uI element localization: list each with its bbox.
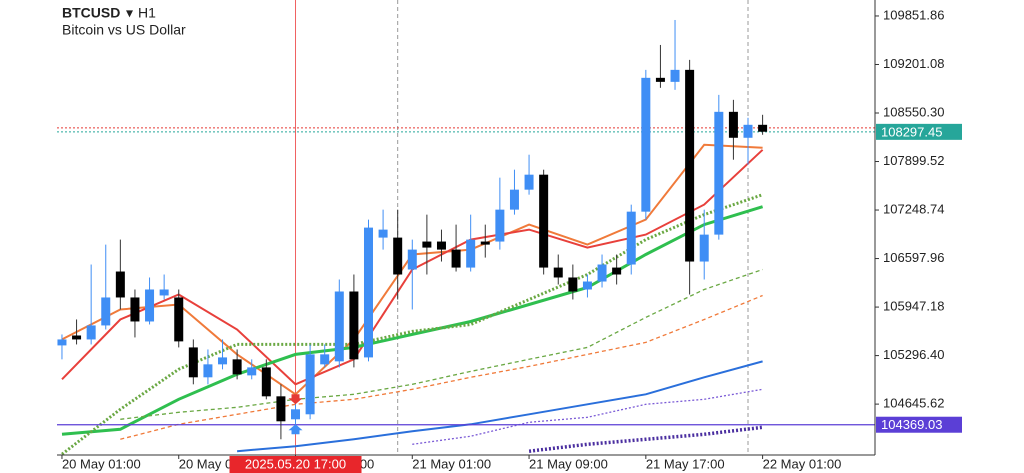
candle-body bbox=[582, 281, 592, 290]
indicator-line bbox=[412, 388, 763, 445]
y-tick-label: 105296.40 bbox=[883, 347, 944, 362]
y-tick-label: 109851.86 bbox=[883, 7, 944, 22]
candle-body bbox=[655, 77, 665, 82]
candle-body bbox=[539, 174, 549, 268]
candle-body bbox=[145, 289, 155, 322]
indicator-line bbox=[61, 193, 764, 456]
candle-body bbox=[407, 249, 417, 270]
candle-body bbox=[334, 291, 344, 362]
y-tick-label: 106597.96 bbox=[883, 250, 944, 265]
candle-body bbox=[714, 111, 724, 235]
candle-body bbox=[699, 234, 709, 262]
candle-body bbox=[276, 396, 286, 422]
candle-body bbox=[218, 357, 228, 365]
y-tick-label: 105947.18 bbox=[883, 299, 944, 314]
candle-body bbox=[422, 241, 432, 248]
description: Bitcoin vs US Dollar bbox=[62, 22, 186, 38]
buy-arrow bbox=[288, 424, 303, 435]
x-tick-label: 21 May 17:00 bbox=[646, 456, 725, 471]
candle-body bbox=[436, 241, 446, 250]
candle-body bbox=[495, 209, 505, 242]
candle-body bbox=[174, 297, 184, 342]
x-tick-label: 21 May 01:00 bbox=[412, 456, 491, 471]
indicator-line bbox=[528, 425, 763, 453]
candle-body bbox=[349, 291, 359, 360]
crosshair-label: 2025.05.20 17:00 bbox=[245, 456, 346, 471]
price-label: 108297.45 bbox=[881, 124, 942, 139]
candle-body bbox=[612, 267, 622, 275]
candle-body bbox=[72, 335, 82, 340]
price-label-box bbox=[876, 416, 962, 433]
candle-body bbox=[203, 364, 213, 378]
candle-body bbox=[466, 239, 476, 268]
y-tick-label: 107899.52 bbox=[883, 153, 944, 168]
indicator-line bbox=[120, 268, 763, 420]
price-label-box bbox=[876, 123, 962, 140]
indicator-line bbox=[237, 360, 763, 453]
candle-body bbox=[728, 111, 738, 138]
candle-body bbox=[159, 289, 169, 296]
crosshair-label-box bbox=[229, 456, 362, 473]
price-label: 104369.03 bbox=[881, 417, 942, 432]
candle-body bbox=[57, 339, 67, 346]
symbol: BTCUSD bbox=[62, 5, 120, 21]
candle-body bbox=[480, 241, 490, 245]
x-tick-label: 21 May 09:00 bbox=[529, 456, 608, 471]
x-tick-label: 22 May 01:00 bbox=[763, 456, 842, 471]
candle-body bbox=[320, 354, 330, 365]
candle-body bbox=[641, 77, 651, 212]
candle-body bbox=[101, 297, 111, 326]
dropdown-icon[interactable]: ▾ bbox=[126, 5, 133, 21]
candle-body bbox=[305, 354, 315, 415]
y-tick-label: 107248.74 bbox=[883, 201, 944, 216]
y-tick-label: 108550.30 bbox=[883, 104, 944, 119]
candle-body bbox=[553, 267, 563, 278]
candle-body bbox=[247, 367, 257, 376]
y-tick-label: 109201.08 bbox=[883, 56, 944, 71]
candle-body bbox=[509, 189, 519, 210]
candle-body bbox=[685, 69, 695, 262]
plot bbox=[57, 0, 875, 456]
candle-body bbox=[758, 124, 768, 132]
candle-body bbox=[378, 229, 388, 238]
candle-body bbox=[291, 409, 301, 420]
candle-body bbox=[524, 174, 534, 190]
sell-arrow bbox=[288, 394, 303, 405]
candle-body bbox=[568, 277, 578, 292]
candle-body bbox=[363, 227, 373, 358]
indicator-line bbox=[61, 205, 764, 436]
timeframe[interactable]: H1 bbox=[138, 5, 156, 21]
y-tick-label: 104645.62 bbox=[883, 396, 944, 411]
candle-body bbox=[597, 264, 607, 282]
candle-body bbox=[86, 325, 96, 340]
candle-body bbox=[743, 124, 753, 138]
candle-body bbox=[393, 237, 403, 275]
candle-body bbox=[670, 69, 680, 82]
candle-body bbox=[115, 271, 125, 298]
candle-body bbox=[130, 297, 140, 322]
candle-body bbox=[188, 347, 198, 378]
candle-body bbox=[451, 249, 461, 268]
x-tick-label: 20 May 01:00 bbox=[62, 456, 141, 471]
candle-body bbox=[626, 211, 636, 265]
candle-body bbox=[232, 359, 242, 375]
candle-body bbox=[261, 367, 271, 397]
